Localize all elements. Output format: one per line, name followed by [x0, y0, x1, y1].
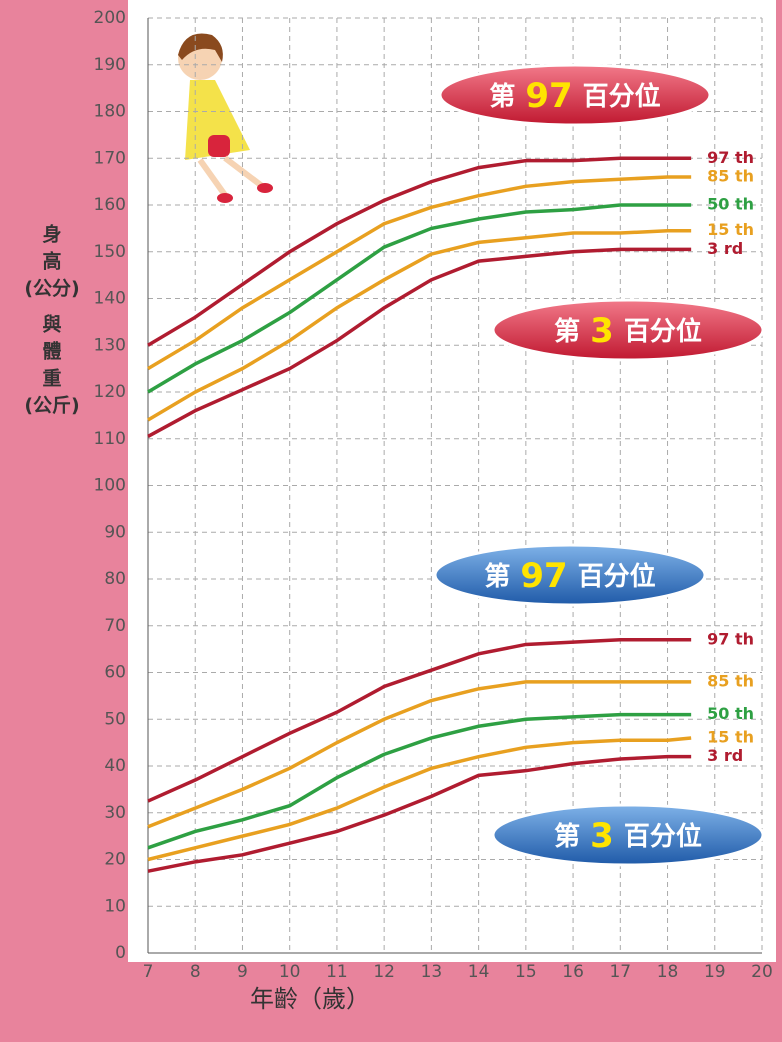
y-axis-label: 體 [42, 341, 61, 363]
y-tick-label: 170 [94, 148, 126, 168]
callout-part: 百分位 [578, 561, 656, 592]
line-label: 15 th [707, 220, 754, 239]
x-tick-label: 16 [562, 962, 584, 982]
series-line [147, 203, 692, 394]
callout: 第 3 百分位 [491, 298, 765, 362]
y-tick-label: 70 [104, 616, 126, 636]
callout-bubble [438, 63, 712, 127]
line-label: 15 th [707, 727, 754, 746]
x-tick-label: 19 [704, 962, 726, 982]
line-label: 50 th [707, 704, 754, 723]
series-line [147, 228, 692, 422]
y-tick-label: 160 [94, 195, 126, 215]
x-tick-label: 17 [609, 962, 631, 982]
series-line [147, 736, 692, 862]
callout-part: 97 [520, 556, 567, 596]
x-tick-label: 12 [373, 962, 395, 982]
callout-part: 第 [489, 81, 515, 112]
callout: 第 97 百分位 [433, 543, 707, 607]
y-tick-label: 90 [104, 522, 126, 542]
line-label: 85 th [707, 166, 754, 185]
callout-part: 第 [554, 821, 580, 852]
y-axis-label: (公斤) [24, 395, 79, 417]
y-axis-label: (公分) [24, 278, 79, 300]
series-line [147, 638, 692, 803]
series-line [147, 175, 692, 371]
line-label: 85 th [707, 671, 754, 690]
series-line [147, 247, 692, 438]
x-tick-label: 11 [326, 962, 348, 982]
y-tick-label: 50 [104, 709, 126, 729]
y-tick-label: 190 [94, 55, 126, 75]
y-tick-label: 150 [94, 242, 126, 262]
y-axis-label: 與 [42, 313, 61, 336]
series-line [147, 156, 692, 347]
y-tick-label: 20 [104, 850, 126, 870]
y-tick-label: 130 [94, 335, 126, 355]
callout: 第 97 百分位 [438, 63, 712, 127]
x-tick-label: 15 [515, 962, 537, 982]
callout-part: 3 [590, 311, 614, 351]
series-line [147, 754, 692, 873]
callout-bubble [491, 298, 765, 362]
callout-text: 第 3 百分位 [554, 816, 702, 856]
callout-part: 第 [484, 561, 510, 592]
y-tick-label: 110 [94, 429, 126, 449]
callout-part: 第 [554, 316, 580, 347]
callout-bubble [491, 803, 765, 867]
y-tick-label: 40 [104, 756, 126, 776]
y-tick-label: 60 [104, 663, 126, 683]
line-label: 97 th [707, 148, 754, 167]
callout-part: 97 [525, 76, 572, 116]
y-tick-label: 180 [94, 102, 126, 122]
y-tick-label: 100 [94, 476, 126, 496]
x-tick-label: 13 [421, 962, 443, 982]
callout-text: 第 3 百分位 [554, 311, 702, 351]
x-tick-label: 7 [143, 962, 154, 982]
line-label: 3 rd [707, 239, 743, 258]
callout-part: 百分位 [624, 821, 702, 852]
line-label: 50 th [707, 195, 754, 214]
callout-part: 百分位 [583, 81, 661, 112]
y-axis-label: 身 [42, 223, 61, 246]
x-tick-label: 10 [279, 962, 301, 982]
y-tick-label: 140 [94, 289, 126, 309]
callout-part: 百分位 [624, 316, 702, 347]
y-tick-label: 30 [104, 803, 126, 823]
y-axis-label: 高 [42, 250, 61, 273]
callout-text: 第 97 百分位 [484, 556, 655, 596]
callout: 第 3 百分位 [491, 803, 765, 867]
x-tick-label: 9 [237, 962, 248, 982]
y-tick-label: 200 [94, 8, 126, 28]
series-line [147, 680, 692, 829]
x-tick-label: 18 [657, 962, 679, 982]
x-tick-label: 20 [751, 962, 773, 982]
y-axis-label: 重 [42, 368, 61, 390]
y-tick-label: 10 [104, 896, 126, 916]
callout-text: 第 97 百分位 [489, 76, 660, 116]
line-label: 97 th [707, 629, 754, 648]
x-tick-label: 14 [468, 962, 490, 982]
y-tick-label: 0 [115, 943, 126, 963]
callout-bubble [433, 543, 707, 607]
series-line [147, 712, 692, 850]
x-tick-label: 8 [190, 962, 201, 982]
line-label: 3 rd [707, 746, 743, 765]
callout-part: 3 [590, 816, 614, 856]
x-axis-label: 年齡（歲） [250, 985, 370, 1013]
y-tick-label: 120 [94, 382, 126, 402]
y-tick-label: 80 [104, 569, 126, 589]
girl [178, 33, 273, 203]
